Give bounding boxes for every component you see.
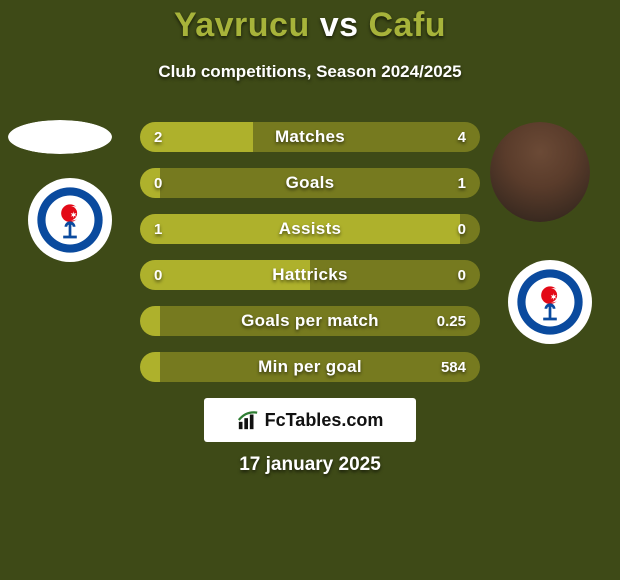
stat-value-right: 0 [458,260,466,290]
page-title: Yavrucu vs Cafu [0,6,620,45]
stat-value-right: 0 [458,214,466,244]
stat-row: Goals per match0.25 [140,306,480,336]
stat-label: Matches [140,122,480,152]
stat-value-left: 2 [154,122,162,152]
player1-avatar [8,120,112,154]
date-text: 17 january 2025 [0,454,620,476]
fctables-logo-icon [237,409,259,431]
stat-value-right: 584 [441,352,466,382]
player2-avatar-face [490,122,590,222]
stat-row: Goals0 1 [140,168,480,198]
player1-avatar-placeholder [8,120,112,154]
footer-badge-text: FcTables.com [265,410,384,431]
stat-value-left: 1 [154,214,162,244]
vs-separator: vs [320,6,359,44]
subtitle: Club competitions, Season 2024/2025 [0,62,620,82]
player2-avatar [490,122,590,222]
player2-club-badge [508,260,592,344]
stat-value-right: 4 [458,122,466,152]
stat-label: Assists [140,214,480,244]
stat-value-left: 0 [154,168,162,198]
stat-label: Hattricks [140,260,480,290]
stat-value-right: 0.25 [437,306,466,336]
stat-label: Goals per match [140,306,480,336]
comparison-bars: Matches24Goals01Assists10Hattricks00Goal… [140,122,480,398]
stat-label: Goals [140,168,480,198]
footer-badge: FcTables.com [204,398,416,442]
player2-name: Cafu [368,6,446,44]
stat-value-right: 1 [458,168,466,198]
player1-name: Yavrucu [174,6,310,44]
stat-row: Min per goal584 [140,352,480,382]
stat-label: Min per goal [140,352,480,382]
stat-row: Matches2 4 [140,122,480,152]
club-badge-icon [36,186,104,254]
stat-value-left: 0 [154,260,162,290]
player1-club-badge [28,178,112,262]
stat-row: Assists1 0 [140,214,480,244]
stat-row: Hattricks0 0 [140,260,480,290]
club-badge-icon [516,268,584,336]
